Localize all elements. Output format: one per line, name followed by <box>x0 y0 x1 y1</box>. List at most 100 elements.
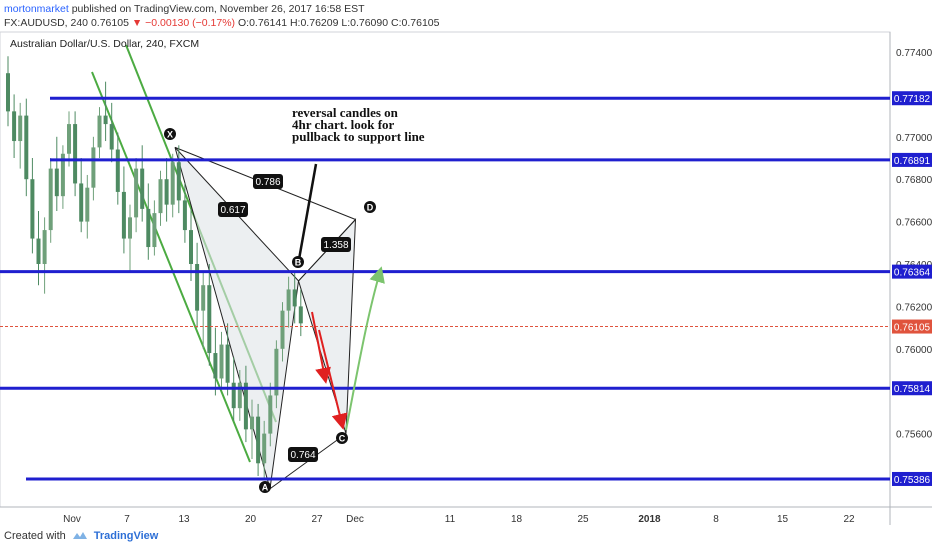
publisher-link[interactable]: mortonmarket <box>4 3 69 15</box>
y-tick-label: 0.77400 <box>896 48 932 59</box>
pattern-point-marker[interactable] <box>364 201 376 213</box>
close-value: 0.76105 <box>401 17 440 29</box>
candle-body <box>189 230 193 264</box>
high-value: 0.76209 <box>300 17 339 29</box>
black-arrow-line[interactable] <box>296 163 318 266</box>
x-tick-label: 22 <box>843 514 855 525</box>
x-tick-label: 25 <box>577 514 589 525</box>
pattern-point-label: A <box>262 483 269 493</box>
current-price-label: 0.76105 <box>894 323 931 334</box>
y-tick-label: 0.76200 <box>896 302 932 313</box>
x-tick-label: 2018 <box>638 514 661 525</box>
candle-body <box>121 191 126 239</box>
x-tick-label: 18 <box>511 514 523 525</box>
x-tick-label: 13 <box>178 514 190 525</box>
y-tick-label: 0.77000 <box>896 133 932 144</box>
candle-body <box>225 344 230 383</box>
candle-body <box>91 147 96 188</box>
pattern-point-marker[interactable] <box>164 128 176 140</box>
tradingview-logo-icon <box>72 532 87 539</box>
open-value: 0.76141 <box>249 17 288 29</box>
candle-body <box>250 416 254 430</box>
ratio-badge[interactable] <box>321 237 351 252</box>
price-level-badge <box>892 91 932 106</box>
candle-body <box>54 168 59 197</box>
candle-body <box>103 115 108 125</box>
open-label: O: <box>237 17 250 29</box>
annotation-text: 4hr chart. look for <box>292 117 395 132</box>
current-price-badge <box>892 319 932 334</box>
publish-text: published on TradingView.com, November 2… <box>71 3 365 15</box>
footer: Created with TradingView <box>4 530 158 542</box>
candle-body <box>298 306 303 324</box>
x-tick-label: Dec <box>346 514 364 525</box>
pattern-point-label: B <box>295 258 302 268</box>
created-with-text: Created with <box>4 530 66 542</box>
price-level-badge <box>892 264 932 279</box>
candle-body <box>60 153 65 197</box>
ratio-label: 0.617 <box>220 205 245 216</box>
price-level-label: 0.75814 <box>894 384 931 395</box>
pattern-point-marker[interactable] <box>259 481 271 493</box>
candle-body <box>231 382 236 409</box>
last-price: 0.76105 <box>90 17 129 29</box>
price-level-label: 0.75386 <box>894 475 931 486</box>
ratio-label: 1.358 <box>323 240 348 251</box>
candle-body <box>201 285 206 311</box>
candle-body <box>219 344 224 379</box>
candle-body <box>67 124 71 154</box>
trendline-upper[interactable] <box>91 71 251 463</box>
candle-body <box>24 115 29 180</box>
candle-body <box>85 187 90 222</box>
y-tick-label: 0.76800 <box>896 175 932 186</box>
price-level-badge <box>892 381 932 396</box>
price-level-label: 0.77182 <box>894 94 931 105</box>
red-arrow-down-2[interactable] <box>318 329 348 430</box>
candle-body <box>262 433 267 464</box>
pattern-point-marker[interactable] <box>336 432 348 444</box>
green-arrow-up[interactable] <box>345 266 385 431</box>
x-tick-label: 11 <box>445 514 456 525</box>
pattern-point-label: X <box>167 130 173 140</box>
x-tick-label: Nov <box>63 514 81 525</box>
red-arrow-down-1[interactable] <box>311 311 331 384</box>
ratio-badge[interactable] <box>253 174 283 189</box>
x-tick-label: 8 <box>713 514 719 525</box>
candle-body <box>6 73 10 112</box>
y-tick-label: 0.75600 <box>896 430 932 441</box>
close-label: C: <box>391 17 402 29</box>
candle-body <box>286 289 291 311</box>
candle-body <box>195 264 200 311</box>
candle-body <box>256 416 261 464</box>
ratio-badge[interactable] <box>218 202 248 217</box>
ohlc-bar: FX:AUDUSD, 240 0.76105 ▼ −0.00130 (−0.17… <box>4 17 439 29</box>
candle-body <box>207 285 212 354</box>
low-value: 0.76090 <box>350 17 389 29</box>
candle-body <box>213 353 218 379</box>
candle-body <box>237 382 242 409</box>
x-tick-label: 27 <box>311 514 323 525</box>
candle-body <box>42 230 47 264</box>
ratio-label: 0.786 <box>255 177 280 188</box>
price-change: ▼ −0.00130 (−0.17%) <box>131 17 236 29</box>
candle-body <box>164 179 169 205</box>
candle-body <box>292 289 297 307</box>
candle-body <box>115 149 120 192</box>
ratio-badge[interactable] <box>288 447 318 462</box>
annotation-text: pullback to support line <box>292 129 425 144</box>
candle-body <box>79 183 84 222</box>
pattern-point-marker[interactable] <box>292 256 304 268</box>
candle-body <box>140 168 145 209</box>
x-tick-label: 7 <box>124 514 130 525</box>
candle-body <box>18 115 23 142</box>
tradingview-brand[interactable]: TradingView <box>93 530 159 542</box>
candle-body <box>97 115 102 148</box>
x-tick-label: 20 <box>245 514 257 525</box>
candle-body <box>134 168 139 218</box>
pattern-point-label: C <box>339 434 346 444</box>
candle-body <box>109 124 114 150</box>
candle-body <box>268 395 273 434</box>
price-level-label: 0.76891 <box>894 156 931 167</box>
price-level-badge <box>892 471 932 486</box>
